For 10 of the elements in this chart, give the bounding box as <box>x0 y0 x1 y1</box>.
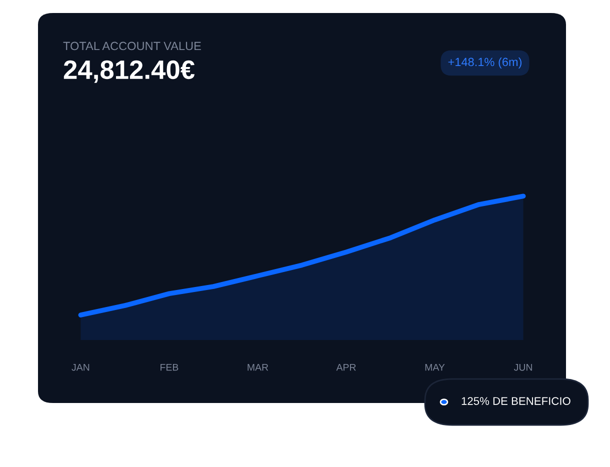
text: 125% DE BENEFICIO <box>462 397 570 405</box>
x-tick-label: FEB <box>160 364 178 371</box>
x-tick-label: JAN <box>72 364 90 371</box>
x-tick-label: APR <box>336 364 356 371</box>
text: +148.1% (6m) <box>448 58 522 68</box>
chart-subtitle: 24,812.40€ <box>64 60 195 83</box>
x-tick-label: MAR <box>248 364 268 371</box>
chart-title: TOTAL ACCOUNT VALUE <box>63 42 201 50</box>
x-tick-label: JUN <box>514 364 532 371</box>
x-tick-label: MAY <box>425 364 445 371</box>
